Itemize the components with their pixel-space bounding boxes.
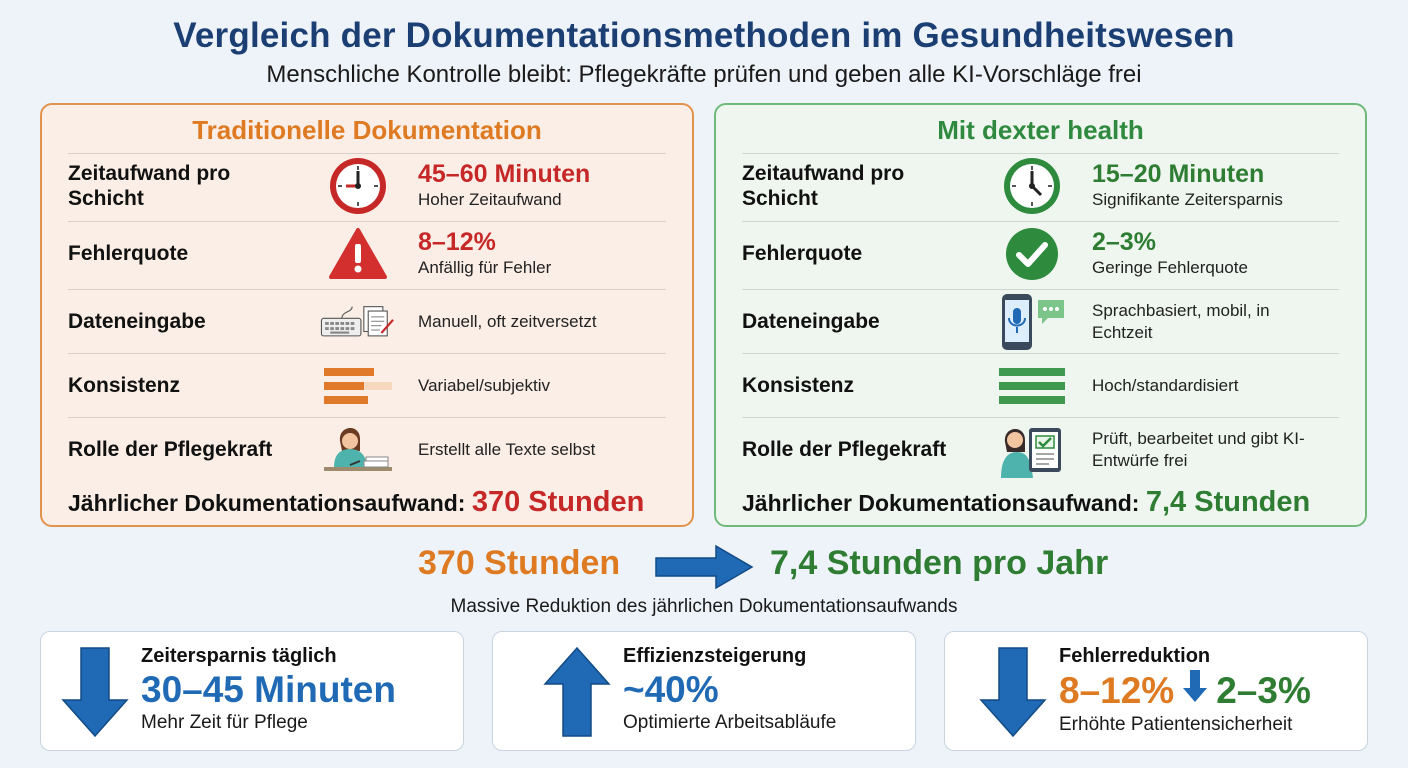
- clock-icon: [320, 154, 396, 218]
- dexter-row-time: Zeitaufwand pro Schicht 15–20 Minuten Si…: [742, 153, 1339, 218]
- dexter-row-consistency: Konsistenz Hoch/standardisiert: [742, 353, 1339, 418]
- phone-mic-icon: [994, 290, 1070, 354]
- dexter-row-input: Dateneingabe Sprachbasiert, mobil, in Ec…: [742, 289, 1339, 354]
- row-note: Erstellt alle Texte selbst: [418, 439, 596, 459]
- row-label: Dateneingabe: [742, 310, 880, 334]
- page-subtitle: Menschliche Kontrolle bleibt: Pflegekräf…: [266, 61, 1142, 88]
- row-value: 15–20 Minuten: [1092, 160, 1265, 189]
- traditional-row-role: Rolle der Pflegekraft Erstellt alle Text…: [68, 417, 666, 482]
- even-bars-icon: [994, 354, 1070, 418]
- card-title: Effizienzsteigerung: [623, 645, 807, 667]
- traditional-panel: Traditionelle Dokumentation Zeitaufwand …: [40, 103, 694, 527]
- summary-card-efficiency: Effizienzsteigerung ~40% Optimierte Arbe…: [492, 631, 916, 751]
- row-label: Fehlerquote: [742, 242, 863, 266]
- row-note: Hoch/standardisiert: [1092, 375, 1239, 395]
- card-value: 8–12% 2–3%: [1059, 668, 1311, 714]
- comparison-banner: 370 Stunden 7,4 Stunden pro Jahr: [0, 544, 1408, 590]
- nurse-tablet-icon: [994, 418, 1070, 482]
- card-value: ~40%: [623, 669, 719, 710]
- total-value: 370 Stunden: [471, 486, 645, 518]
- traditional-panel-title: Traditionelle Dokumentation: [192, 115, 542, 145]
- card-subtitle: Mehr Zeit für Pflege: [141, 712, 308, 734]
- row-label: Konsistenz: [68, 374, 181, 398]
- row-label: Zeitaufwand pro Schicht: [68, 161, 231, 210]
- summary-card-time-savings: Zeitersparnis täglich 30–45 Minuten Mehr…: [40, 631, 464, 751]
- dexter-row-errors: Fehlerquote 2–3% Geringe Fehlerquote: [742, 221, 1339, 286]
- small-arrow-down-icon: [1182, 668, 1208, 714]
- keyboard-paper-icon: [320, 290, 396, 354]
- arrow-up-icon: [541, 644, 613, 740]
- row-note: Manuell, oft zeitversetzt: [418, 311, 597, 331]
- row-value: 8–12%: [418, 228, 496, 257]
- check-circle-icon: [994, 222, 1070, 286]
- row-note: Anfällig für Fehler: [418, 257, 552, 277]
- traditional-row-errors: Fehlerquote 8–12% Anfällig für Fehler: [68, 221, 666, 286]
- total-value: 7,4 Stunden: [1145, 486, 1311, 518]
- row-value: 2–3%: [1092, 228, 1156, 257]
- traditional-row-time: Zeitaufwand pro Schicht 45–60 Minuten Ho…: [68, 153, 666, 218]
- row-label: Rolle der Pflegekraft: [742, 438, 947, 462]
- card-value-to: 2–3%: [1216, 670, 1311, 711]
- row-value: 45–60 Minuten: [418, 160, 591, 189]
- comparison-to: 7,4 Stunden pro Jahr: [770, 544, 1109, 582]
- traditional-row-consistency: Konsistenz Variabel/subjektiv: [68, 353, 666, 418]
- dexter-total: Jährlicher Dokumentationsaufwand: 7,4 St…: [742, 486, 1365, 519]
- row-note: Hoher Zeitaufwand: [418, 189, 562, 209]
- card-subtitle: Optimierte Arbeitsabläufe: [623, 712, 837, 734]
- traditional-total: Jährlicher Dokumentationsaufwand: 370 St…: [68, 486, 692, 519]
- clock-icon: [994, 154, 1070, 218]
- comparison-caption: Massive Reduktion des jährlichen Dokumen…: [450, 596, 958, 617]
- row-note: Geringe Fehlerquote: [1092, 257, 1248, 277]
- arrow-right-icon: [654, 544, 754, 595]
- row-label: Konsistenz: [742, 374, 855, 398]
- comparison-from: 370 Stunden: [418, 544, 621, 582]
- uneven-bars-icon: [320, 354, 396, 418]
- card-subtitle: Erhöhte Patientensicherheit: [1059, 714, 1293, 736]
- dexter-row-role: Rolle der Pflegekraft Prüft, bearbeitet …: [742, 417, 1339, 482]
- arrow-down-icon: [59, 644, 131, 740]
- warning-icon: [320, 222, 396, 286]
- card-value: 30–45 Minuten: [141, 669, 396, 710]
- dexter-panel: Mit dexter health Zeitaufwand pro Schich…: [714, 103, 1367, 527]
- summary-card-error-reduction: Fehlerreduktion 8–12% 2–3% Erhöhte Patie…: [944, 631, 1368, 751]
- row-note: Prüft, bearbeitet und gibt KI-Entwürfe f…: [1092, 428, 1305, 470]
- row-label: Rolle der Pflegekraft: [68, 438, 273, 462]
- nurse-writing-icon: [320, 418, 396, 482]
- row-label: Dateneingabe: [68, 310, 206, 334]
- card-title: Zeitersparnis täglich: [141, 645, 337, 667]
- row-note: Signifikante Zeitersparnis: [1092, 189, 1283, 209]
- card-title: Fehlerreduktion: [1059, 645, 1211, 667]
- row-note: Variabel/subjektiv: [418, 375, 550, 395]
- row-note: Sprachbasiert, mobil, in Echtzeit: [1092, 300, 1270, 342]
- arrow-down-icon: [977, 644, 1049, 740]
- total-label: Jährlicher Dokumentationsaufwand:: [68, 490, 466, 516]
- row-label: Fehlerquote: [68, 242, 189, 266]
- row-label: Zeitaufwand pro Schicht: [742, 161, 905, 210]
- page-title: Vergleich der Dokumentationsmethoden im …: [173, 16, 1235, 55]
- traditional-row-input: Dateneingabe Manuell, oft zeitversetzt: [68, 289, 666, 354]
- card-value-from: 8–12%: [1059, 670, 1175, 711]
- dexter-panel-title: Mit dexter health: [937, 115, 1144, 145]
- total-label: Jährlicher Dokumentationsaufwand:: [742, 490, 1140, 516]
